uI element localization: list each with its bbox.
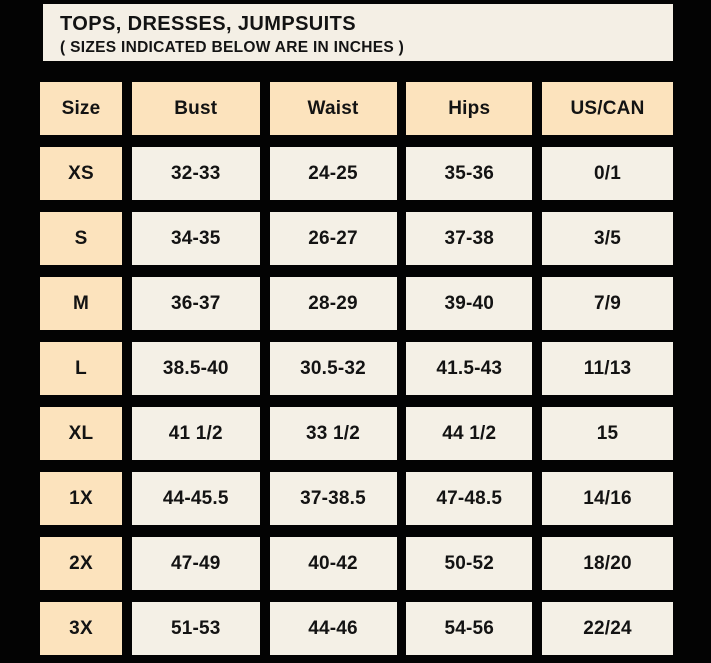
measurement-cell: 39-40: [406, 277, 533, 330]
measurement-cell: 50-52: [406, 537, 533, 590]
measurement-cell: 44-46: [269, 602, 397, 655]
title-box: TOPS, DRESSES, JUMPSUITS ( SIZES INDICAT…: [43, 4, 673, 61]
measurement-cell: 18/20: [542, 537, 673, 590]
measurement-cell: 44-45.5: [131, 472, 260, 525]
measurement-cell: 47-48.5: [406, 472, 533, 525]
column-header-us-can: US/CAN: [542, 82, 673, 135]
size-label-cell: XS: [40, 147, 122, 200]
measurement-cell: 3/5: [542, 212, 673, 265]
measurement-cell: 44 1/2: [406, 407, 533, 460]
size-label-cell: S: [40, 212, 122, 265]
size-label-cell: 1X: [40, 472, 122, 525]
size-label-cell: M: [40, 277, 122, 330]
measurement-cell: 35-36: [406, 147, 533, 200]
column-header-waist: Waist: [269, 82, 397, 135]
measurement-cell: 34-35: [131, 212, 260, 265]
measurement-cell: 36-37: [131, 277, 260, 330]
column-header-bust: Bust: [131, 82, 260, 135]
measurement-cell: 32-33: [131, 147, 260, 200]
measurement-cell: 40-42: [269, 537, 397, 590]
column-header-hips: Hips: [406, 82, 533, 135]
measurement-cell: 15: [542, 407, 673, 460]
measurement-cell: 37-38.5: [269, 472, 397, 525]
size-label-cell: 3X: [40, 602, 122, 655]
measurement-cell: 41.5-43: [406, 342, 533, 395]
measurement-cell: 24-25: [269, 147, 397, 200]
measurement-cell: 33 1/2: [269, 407, 397, 460]
measurement-cell: 14/16: [542, 472, 673, 525]
size-label-cell: XL: [40, 407, 122, 460]
size-table: Size Bust Waist Hips US/CAN XS 32-33 24-25 35-36…: [40, 82, 673, 655]
measurement-cell: 26-27: [269, 212, 397, 265]
measurement-cell: 11/13: [542, 342, 673, 395]
column-header-size: Size: [40, 82, 122, 135]
measurement-cell: 7/9: [542, 277, 673, 330]
measurement-cell: 28-29: [269, 277, 397, 330]
measurement-cell: 38.5-40: [131, 342, 260, 395]
size-label-cell: L: [40, 342, 122, 395]
measurement-cell: 41 1/2: [131, 407, 260, 460]
page-subtitle: ( SIZES INDICATED BELOW ARE IN INCHES ): [60, 39, 405, 56]
measurement-cell: 30.5-32: [269, 342, 397, 395]
measurement-cell: 37-38: [406, 212, 533, 265]
measurement-cell: 54-56: [406, 602, 533, 655]
page-title: TOPS, DRESSES, JUMPSUITS: [60, 13, 356, 35]
measurement-cell: 51-53: [131, 602, 260, 655]
measurement-cell: 22/24: [542, 602, 673, 655]
size-label-cell: 2X: [40, 537, 122, 590]
measurement-cell: 47-49: [131, 537, 260, 590]
measurement-cell: 0/1: [542, 147, 673, 200]
